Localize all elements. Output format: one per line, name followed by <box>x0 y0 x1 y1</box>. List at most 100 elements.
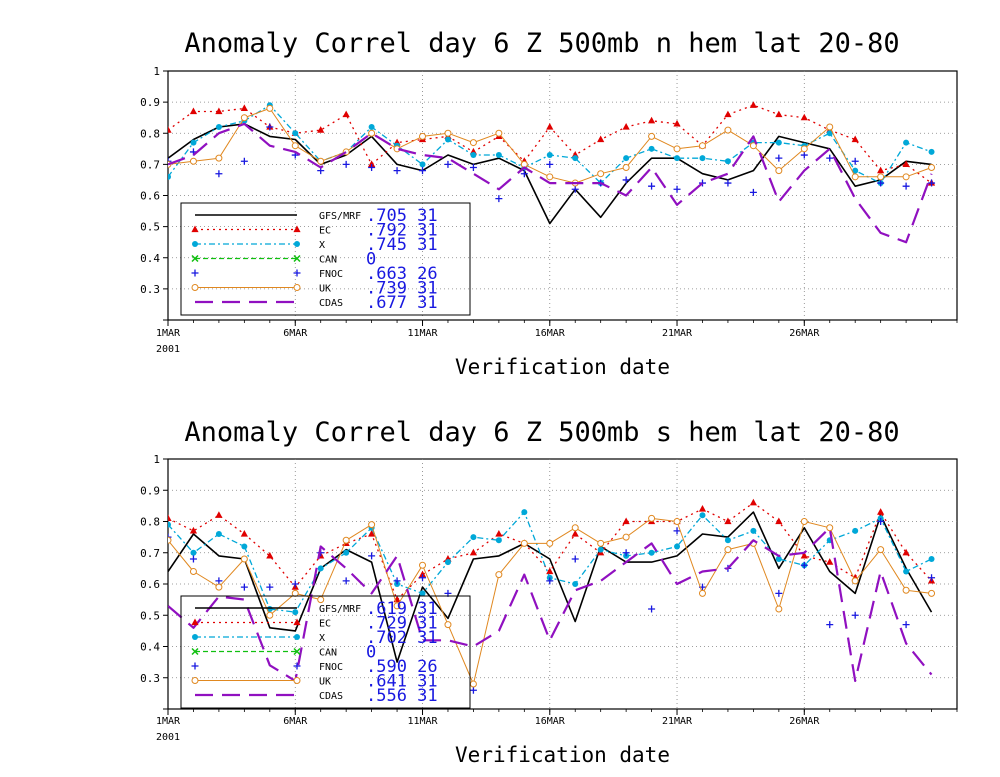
y-tick-label: 0.6 <box>140 190 160 203</box>
x-marker <box>343 549 350 556</box>
fnoc-marker <box>469 686 477 694</box>
fnoc-marker <box>698 179 706 187</box>
x-tick-label: 11MAR <box>407 716 438 727</box>
fnoc-marker <box>368 552 376 560</box>
fnoc-marker <box>902 182 910 190</box>
x-marker <box>292 609 299 616</box>
x-marker <box>317 565 324 572</box>
fnoc-marker <box>800 151 808 159</box>
series-line-cdas <box>168 122 933 244</box>
x-marker <box>241 543 248 550</box>
fnoc-marker <box>902 621 910 629</box>
uk-marker <box>928 163 936 171</box>
uk-marker <box>749 142 757 150</box>
ec-marker <box>775 517 783 525</box>
ec-marker <box>168 514 172 521</box>
can-marker <box>191 254 199 263</box>
ec-marker <box>902 548 910 556</box>
ec-marker <box>647 116 656 124</box>
ec-marker <box>189 526 198 534</box>
uk-marker <box>597 170 605 178</box>
fnoc-marker <box>928 574 936 582</box>
legend-stat-x: .702 31 <box>366 628 438 648</box>
ec-marker <box>622 123 630 130</box>
ec-marker <box>168 126 172 133</box>
fnoc-marker <box>622 549 630 557</box>
fnoc-marker <box>419 167 427 175</box>
ec-marker <box>191 225 199 233</box>
uk-marker <box>902 586 910 594</box>
x-marker <box>192 634 198 640</box>
x-marker <box>928 556 935 562</box>
ec-marker <box>418 570 427 578</box>
legend-label-ec: EC <box>319 619 331 630</box>
ec-marker <box>724 517 732 525</box>
legend-stat-cdas: .556 31 <box>366 686 438 706</box>
ec-marker <box>673 119 681 127</box>
legend-stat-uk: .641 31 <box>366 672 438 692</box>
x-marker <box>215 531 222 537</box>
y-tick-label: 0.4 <box>140 252 160 265</box>
y-tick-label: 0.5 <box>140 609 160 622</box>
legend-stat-cdas: .677 31 <box>366 293 438 313</box>
series-uk <box>168 104 936 187</box>
x-marker <box>470 152 477 159</box>
fnoc-marker <box>673 527 681 535</box>
x-marker <box>444 136 451 143</box>
uk-marker <box>317 596 325 604</box>
y-tick-label: 0.6 <box>140 578 160 591</box>
x-tick-label: 11MAR <box>407 328 438 339</box>
ec-marker <box>215 107 223 115</box>
series-line-gfs-mrf <box>168 123 932 225</box>
x-marker <box>674 543 681 550</box>
legend-label-cdas: CDAS <box>319 691 343 702</box>
ec-marker <box>877 166 885 174</box>
legend-stat-ec: .792 31 <box>366 221 438 241</box>
x-axis-title: Verification date <box>455 743 670 767</box>
x-marker <box>903 139 910 146</box>
fnoc-marker <box>215 577 223 585</box>
ec-marker <box>342 110 350 118</box>
uk-marker <box>724 126 732 134</box>
legend: GFS/MRF .705 31 EC .792 31 X .745 31 CAN 0 FNOC.… <box>180 202 471 316</box>
fnoc-marker <box>928 179 936 187</box>
uk-marker <box>673 518 681 525</box>
y-tick-label: 0.9 <box>140 484 160 497</box>
y-tick-label: 0.7 <box>140 158 160 171</box>
uk-marker <box>698 142 706 150</box>
x-marker <box>699 512 706 519</box>
ec-marker <box>800 551 808 559</box>
uk-marker <box>189 157 197 165</box>
ec-marker <box>469 548 478 556</box>
uk-marker <box>168 536 172 544</box>
legend-label-fnoc: FNOC <box>319 269 343 280</box>
uk-marker <box>571 524 579 532</box>
uk-marker <box>444 129 452 137</box>
fnoc-marker <box>191 662 199 670</box>
legend-box <box>180 202 471 316</box>
fnoc-marker <box>393 167 401 175</box>
ec-marker <box>775 110 783 118</box>
y-tick-label: 0.8 <box>140 516 160 529</box>
x-marker <box>648 145 655 152</box>
uk-marker <box>877 546 885 554</box>
uk-marker <box>800 145 808 153</box>
ec-marker <box>622 517 630 525</box>
ec-marker <box>571 530 579 537</box>
fnoc-marker <box>775 589 783 597</box>
uk-marker <box>469 680 477 688</box>
legend-label-can: CAN <box>319 255 337 266</box>
x-marker <box>928 148 935 155</box>
ec-marker <box>266 551 274 559</box>
uk-marker <box>673 145 681 153</box>
uk-marker <box>851 577 859 585</box>
x-tick-label: 1MAR <box>156 716 181 727</box>
fnoc-marker <box>444 160 452 168</box>
fnoc-marker <box>648 605 656 613</box>
x-marker <box>724 158 731 165</box>
x-marker <box>903 568 910 575</box>
x-marker <box>674 155 681 162</box>
uk-marker <box>826 123 834 131</box>
legend-stat-gfs-mrf: .705 31 <box>366 206 438 226</box>
